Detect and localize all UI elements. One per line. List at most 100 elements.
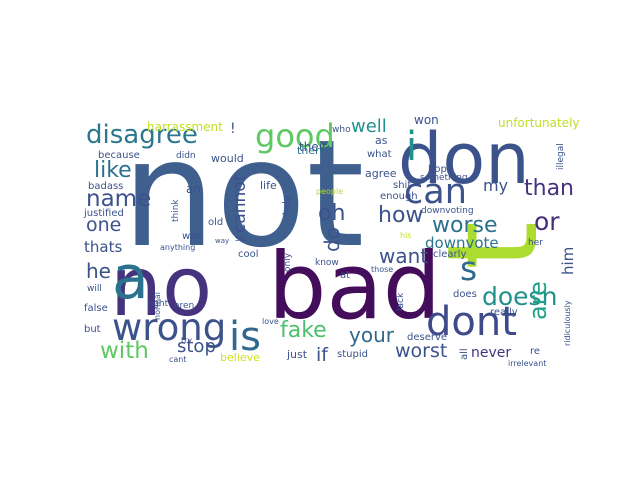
cloud-word: he: [86, 259, 111, 283]
cloud-word: hope: [428, 164, 453, 175]
cloud-word: are: [524, 281, 552, 320]
cloud-word: as: [375, 134, 388, 147]
cloud-word: all: [459, 348, 470, 360]
cloud-word: worst: [395, 340, 447, 362]
cloud-word: name: [86, 186, 151, 212]
cloud-word: old: [208, 217, 223, 228]
cloud-word: anything: [160, 243, 195, 252]
cloud-word: know: [315, 258, 339, 268]
cloud-word: agree: [365, 167, 397, 180]
cloud-word: is: [229, 314, 261, 360]
cloud-word: than: [524, 176, 574, 201]
cloud-word: one: [86, 214, 121, 236]
cloud-word: their: [299, 140, 327, 154]
cloud-word: ridiculously: [563, 300, 572, 346]
cloud-word: never: [471, 345, 511, 361]
cloud-word: there: [297, 144, 326, 157]
cloud-word: oh: [318, 201, 345, 226]
cloud-word: at: [340, 270, 350, 281]
cloud-word: love: [262, 317, 279, 326]
cloud-word: with: [100, 338, 149, 364]
cloud-word: was: [182, 231, 202, 242]
cloud-word: well: [351, 116, 387, 137]
cloud-word: aren: [174, 301, 194, 311]
cloud-word: really: [490, 307, 518, 318]
cloud-word: can: [404, 172, 467, 212]
cloud-word: re: [530, 346, 540, 357]
cloud-word: way: [215, 237, 229, 245]
cloud-word: if: [316, 344, 329, 366]
cloud-word: something: [420, 173, 468, 183]
cloud-word: her: [528, 238, 543, 248]
cloud-word: worse: [432, 213, 498, 238]
cloud-word: my: [483, 176, 508, 195]
cloud-word: badass: [88, 181, 123, 192]
cloud-word: believe: [220, 351, 260, 364]
cloud-word: not: [122, 108, 364, 280]
cloud-word: cool: [238, 249, 259, 260]
cloud-word: enough: [380, 191, 418, 202]
cloud-word: your: [349, 323, 395, 347]
cloud-word: won: [414, 113, 439, 127]
cloud-word: would: [211, 152, 244, 165]
cloud-word: or: [534, 207, 560, 236]
cloud-word: justified: [83, 208, 124, 219]
cloud-word: s: [460, 249, 477, 288]
cloud-word: so: [235, 234, 246, 244]
cloud-word: deserve: [407, 332, 447, 343]
cloud-word: clearly: [433, 249, 466, 260]
cloud-word: will: [87, 284, 102, 294]
cloud-word: doesn: [482, 282, 557, 311]
cloud-word: does: [453, 289, 477, 300]
cloud-word: normal: [153, 292, 162, 320]
cloud-word: dont: [426, 299, 517, 345]
cloud-word: didn: [176, 151, 196, 161]
cloud-word: i: [406, 124, 417, 170]
cloud-word: but: [84, 324, 101, 335]
cloud-word: people: [316, 187, 343, 196]
cloud-word: lack: [396, 292, 406, 311]
cloud-word: unfortunately: [498, 116, 580, 130]
cloud-word: wrong: [112, 306, 226, 349]
cloud-word: like: [94, 158, 132, 183]
cloud-word: !: [230, 121, 236, 137]
cloud-word: downvoting: [421, 206, 474, 216]
cloud-word: him: [559, 247, 577, 275]
cloud-word: good: [255, 117, 335, 155]
cloud-word: help: [282, 195, 292, 215]
cloud-word: false: [84, 303, 108, 314]
cloud-word: thats: [84, 238, 122, 256]
cloud-word: t: [421, 221, 566, 270]
cloud-word: life: [260, 179, 277, 192]
cloud-word: illegal: [556, 143, 566, 170]
cloud-word: stop: [177, 336, 216, 357]
cloud-word: because: [98, 150, 140, 161]
cloud-word: those: [371, 265, 393, 274]
cloud-word: cannot: [230, 174, 250, 233]
cloud-word: only: [283, 252, 293, 272]
cloud-word: downvote: [425, 234, 499, 252]
cloud-word: fake: [280, 318, 327, 343]
cloud-word: his: [400, 231, 411, 240]
cloud-word: stupid: [337, 349, 368, 360]
cloud-word: what: [367, 149, 392, 160]
cloud-word: bad: [268, 233, 441, 340]
cloud-word: right: [147, 299, 169, 309]
cloud-word: shit: [393, 180, 411, 191]
cloud-word: think: [171, 199, 181, 222]
cloud-word: who: [332, 125, 351, 135]
cloud-word: don: [398, 118, 530, 200]
cloud-word: disagree: [86, 120, 198, 150]
cloud-word: how: [378, 203, 423, 228]
cloud-background: [80, 116, 560, 366]
cloud-word: harrassment: [147, 120, 223, 134]
cloud-word: cant: [169, 355, 187, 364]
cloud-word: a: [112, 243, 149, 313]
cloud-word: just: [286, 348, 308, 361]
cloud-word: irrelevant: [508, 359, 546, 368]
cloud-word: an: [186, 182, 201, 196]
cloud-word: try: [181, 336, 192, 345]
cloud-word: no: [110, 240, 212, 335]
